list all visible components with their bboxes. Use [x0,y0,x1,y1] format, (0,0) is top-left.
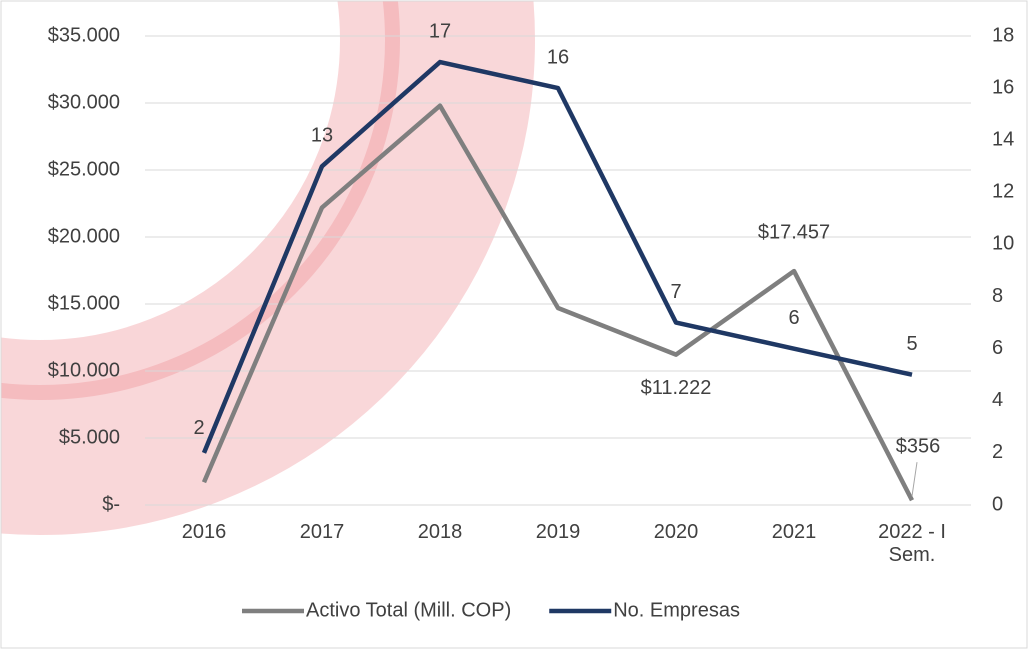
x-tick-label-box: 2021 [771,521,817,543]
series-line [201,59,913,454]
y2-tick-label: 2 [992,441,1003,463]
y-tick-label: $20.000 [48,225,120,247]
data-label: $356 [896,436,941,458]
y2-tick-label: 14 [992,129,1014,151]
data-label: 7 [670,281,681,303]
y2-tick-label: 4 [992,389,1003,411]
x-tick-label: 2022 - I Sem. [878,521,946,566]
x-tick-label: 2020 [653,521,699,543]
background-decoration [1,1,535,535]
y-tick-label: $- [102,493,120,515]
y2-tick-label: 10 [992,233,1014,255]
y2-tick-label: 16 [992,76,1014,98]
x-tick-label: 2017 [299,521,345,543]
x-tick-label: 2019 [535,521,581,543]
data-label: 17 [429,20,451,42]
y2-tick-label: 18 [992,24,1014,46]
x-tick-label-box: 2017 [299,521,345,543]
series-line [201,103,915,502]
data-label: 2 [193,417,204,439]
x-tick-label: 2016 [181,521,227,543]
y-tick-label: $25.000 [48,158,120,180]
data-label: 13 [311,125,333,147]
legend-label: No. Empresas [613,599,740,621]
label-leader [911,462,918,497]
legend-label: Activo Total (Mill. COP) [306,599,511,621]
x-tick-label-box: 2020 [653,521,699,543]
data-label: $11.222 [641,377,712,399]
x-tick-label: 2018 [417,521,463,543]
data-label: 6 [788,307,799,329]
y2-tick-label: 12 [992,181,1014,203]
data-label: 16 [547,46,569,68]
x-tick-label: 2021 [771,521,817,543]
y-tick-label: $5.000 [59,426,120,448]
y-tick-label: $35.000 [48,24,120,46]
y-tick-label: $15.000 [48,292,120,314]
x-tick-label-box: 2019 [535,521,581,543]
y2-tick-label: 8 [992,285,1003,307]
data-label: $17.457 [758,221,830,243]
x-tick-label-box: 2018 [417,521,463,543]
data-label: 5 [906,333,917,355]
y-tick-label: $10.000 [48,359,120,381]
y2-tick-label: 6 [992,337,1003,359]
x-tick-label-box: 2016 [181,521,227,543]
x-tick-label-box: 2022 - I Sem. [878,521,946,566]
y2-tick-label: 0 [992,493,1003,515]
y-tick-label: $30.000 [48,91,120,113]
